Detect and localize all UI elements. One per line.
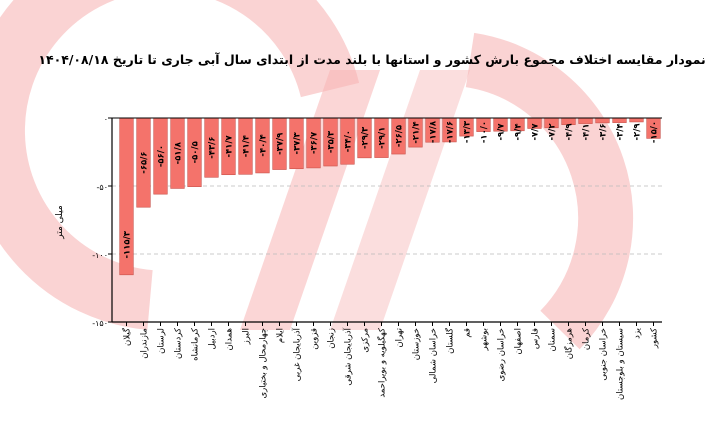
- data-label: -۲۹/۱: [378, 127, 388, 149]
- data-label: -۷/۷: [531, 123, 541, 141]
- x-tick-label: سمنان: [548, 328, 558, 351]
- data-label: -۷/۲: [548, 123, 558, 141]
- data-label: -۲۹/۳: [361, 126, 371, 149]
- data-label: -۴۱/۷: [225, 134, 235, 157]
- x-tick-label: خراسان جنوبی: [599, 328, 609, 381]
- x-tick-label: چهارمحال و بختیاری: [259, 328, 269, 399]
- data-label: -۹/۷: [497, 123, 507, 141]
- data-label: -۳۵/۳: [327, 130, 337, 153]
- data-label: -۴۳/۶: [208, 137, 218, 159]
- x-tick-label: کرمانشاه: [191, 327, 201, 361]
- x-tick-label: گیلان: [122, 327, 133, 346]
- data-label: -۱۷/۶: [446, 121, 456, 143]
- watermark-arc: [465, 32, 634, 350]
- data-label: -۶۵/۶: [140, 152, 150, 174]
- x-tick-label: کهگیلویه و بویراحمد: [377, 327, 388, 398]
- data-label: -۴۰/۴: [259, 134, 269, 156]
- axes: ۰ -۵۰ -۱۰۰ -۱۵۰ گیلان مازندران لرستان کردستان کر…: [92, 115, 662, 400]
- data-label: -۳۷/۹: [276, 132, 286, 155]
- data-label: -۱۰/۰: [480, 121, 490, 143]
- x-tick-label: اصفهان: [514, 328, 524, 355]
- y-tick-label: -۵۰: [97, 183, 108, 192]
- x-tick-label: قم: [463, 328, 473, 338]
- x-tick-label: خراسان شمالی: [429, 328, 439, 383]
- x-tick-label: مازندران: [140, 328, 150, 359]
- bar: [578, 117, 593, 124]
- y-axis-label: میلی متر: [55, 205, 65, 240]
- data-label: -۵۰/۵: [191, 141, 201, 163]
- data-label: -۵۶/۰: [157, 145, 167, 167]
- x-tick-label: گلستان: [445, 327, 456, 354]
- data-label: -۲۱/۴: [412, 121, 422, 143]
- data-label: -۳/۴: [616, 123, 626, 140]
- x-tick-label: مرکزی: [361, 328, 371, 353]
- x-tick-label: فارس: [531, 328, 541, 349]
- x-tick-label: تهران: [395, 327, 405, 347]
- x-tick-label: خوزستان: [412, 328, 422, 360]
- gridlines: [112, 185, 662, 255]
- bar: [612, 117, 627, 123]
- data-label: -۴/۹: [565, 123, 575, 141]
- x-tick-label: آذربایجان شرقی: [342, 327, 354, 385]
- y-tick-label: -۱۵۰: [92, 319, 108, 328]
- y-tick-label: -۱۰۰: [92, 251, 108, 260]
- data-label: -۱۷/۸: [429, 120, 439, 143]
- x-tick-label: کشور: [650, 327, 660, 349]
- data-label: -۳۷/۳: [293, 131, 303, 154]
- x-tick-label: خراسان رضوی: [497, 328, 507, 381]
- data-label: -۹/۴: [514, 123, 524, 140]
- data-label: -۱۵/۰: [650, 121, 660, 143]
- x-tick-label: آذربایجان غربی: [291, 327, 303, 381]
- data-label: -۱۱۵/۳: [123, 230, 133, 258]
- x-tick-label: یزد: [633, 327, 643, 338]
- data-label: -۲/۹: [633, 123, 643, 141]
- y-tick-label: ۰: [104, 115, 108, 124]
- data-label: -۴/۱: [582, 123, 592, 140]
- bars: -۱۱۵/۳ -۶۵/۶ -۵۶/۰ -۵۱/۸ -۵۰/۵ -۴۳/۶ -۴۱/۷ -۴۱/…: [119, 117, 661, 276]
- watermark-arc: [0, 0, 360, 330]
- data-label: -۴۱/۴: [242, 135, 252, 157]
- x-tick-label: هرمزگان: [564, 328, 575, 359]
- x-tick-label: کرمان: [582, 327, 592, 350]
- chart-title: نمودار مقایسه اختلاف مجموع بارش کشور و ا…: [38, 52, 705, 67]
- x-tick-label: اردبیل: [208, 328, 218, 350]
- bar: [595, 117, 610, 124]
- bar: [629, 117, 644, 123]
- x-tick-label: کردستان: [174, 327, 184, 359]
- x-tick-label: ایلام: [276, 328, 286, 343]
- x-tick-label: البرز: [242, 328, 252, 345]
- x-tick-label: همدان: [225, 328, 235, 350]
- x-tick-label: قزوین: [310, 328, 320, 350]
- data-label: -۳۴/۰: [344, 130, 354, 152]
- x-tick-label: زنجان: [327, 328, 337, 349]
- x-tick-label: سیستان و بلوچستان: [616, 328, 626, 400]
- x-tick-label: لرستان: [157, 328, 167, 354]
- data-label: -۳۶/۷: [310, 131, 320, 154]
- x-tick-label: بوشهر: [480, 328, 490, 352]
- data-label: -۱۳/۳: [463, 120, 473, 143]
- data-label: -۵۱/۸: [174, 141, 184, 164]
- data-label: -۲۶/۵: [395, 125, 405, 147]
- data-label: -۳/۶: [599, 123, 609, 140]
